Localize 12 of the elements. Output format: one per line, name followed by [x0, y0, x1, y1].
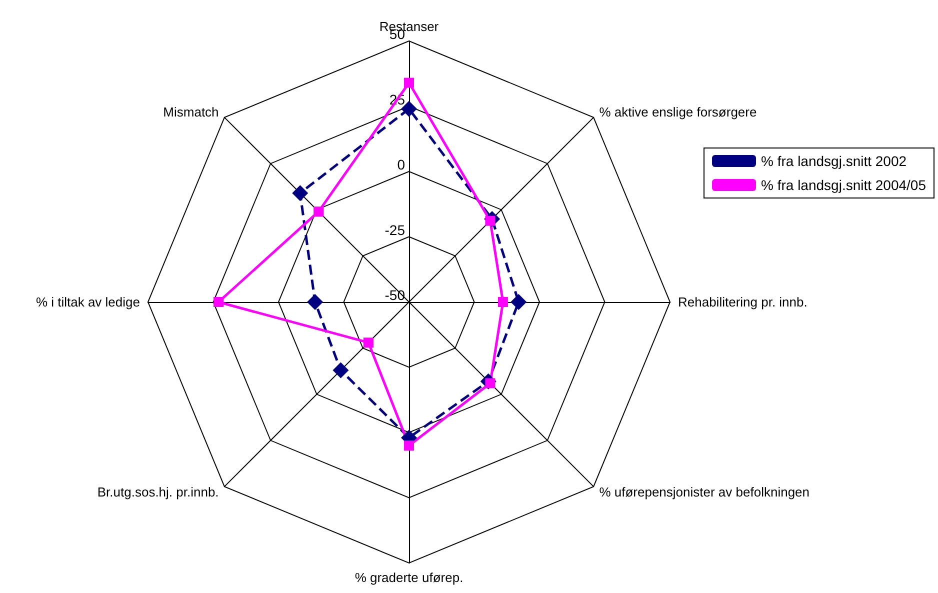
spoke-label: % i tiltak av ledige [36, 294, 140, 310]
spoke-label: % aktive enslige forsørgere [599, 104, 757, 120]
spoke-label: Mismatch [163, 104, 219, 120]
spoke-label: Br.utg.sos.hj. pr.innb. [97, 484, 219, 500]
spoke-label: % uførepensjonister av befolkningen [599, 484, 810, 500]
legend-label: % fra landsgj.snitt 2002 [761, 153, 907, 169]
spoke-label: % graderte uførep. [354, 570, 464, 585]
y-tick-label: 0 [397, 156, 406, 172]
y-tick-label: -50 [384, 287, 406, 303]
y-tick-label: -25 [384, 222, 406, 238]
legend-label: % fra landsgj.snitt 2004/05 [761, 177, 926, 193]
spoke-label: Rehabilitering pr. innb. [678, 294, 808, 310]
